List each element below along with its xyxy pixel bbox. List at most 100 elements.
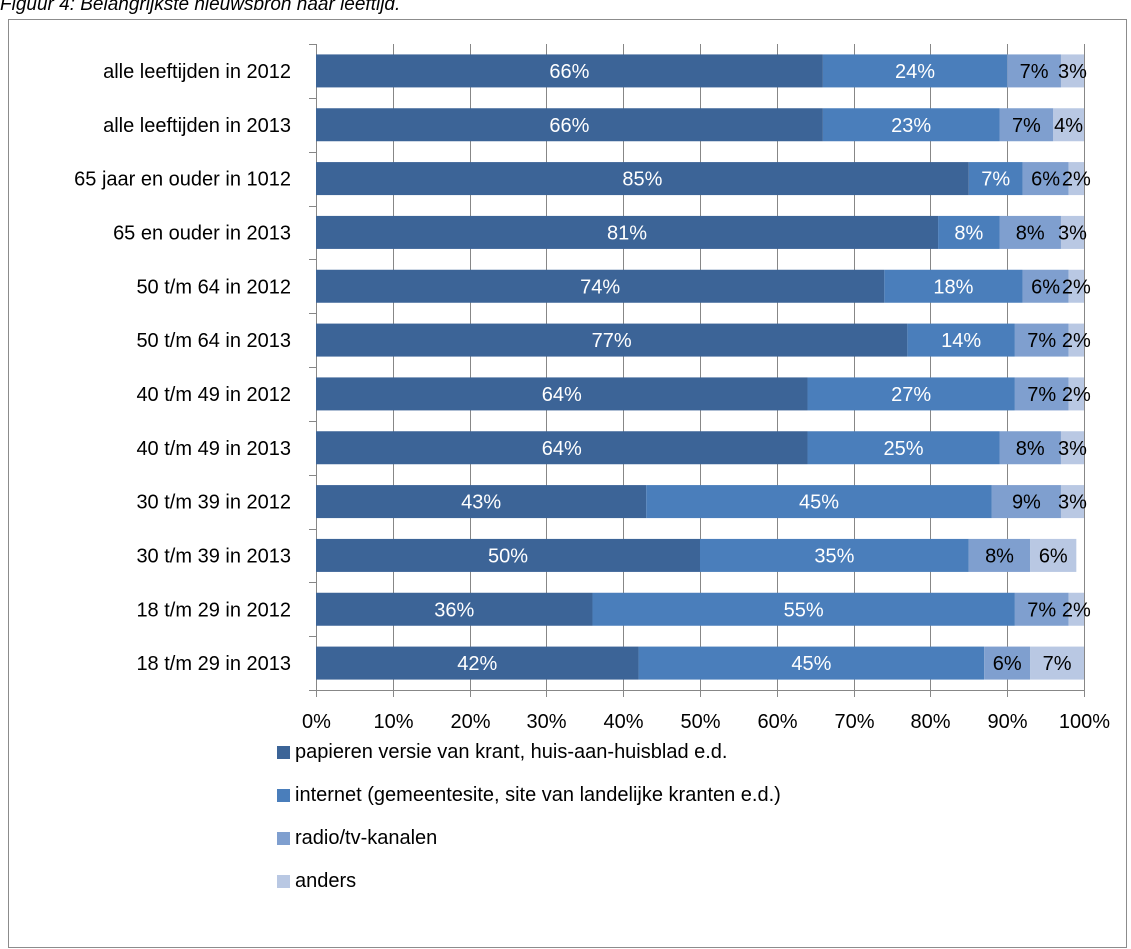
- bar-segment: [1060, 215, 1084, 249]
- x-tick-label: 20%: [450, 711, 490, 733]
- data-label: 8%: [1016, 438, 1045, 460]
- legend-swatch: [277, 788, 290, 802]
- legend-label: radio/tv-kanalen: [295, 826, 438, 849]
- bar-segment: [1007, 54, 1061, 88]
- legend-label: papieren versie van krant, huis-aan-huis…: [295, 740, 728, 763]
- data-label: 66%: [549, 61, 589, 83]
- bar-segment: [1068, 377, 1084, 411]
- legend-item: papieren versie van krant, huis-aan-huis…: [277, 740, 727, 764]
- chart-frame: 0% 10% 20% 30% 40% 50% 60% 70% 80% 90% 100% alle le…: [8, 19, 1127, 948]
- bar-segment: [999, 215, 1061, 249]
- x-tick-label: 40%: [603, 711, 643, 733]
- category-label: 30 t/m 39 in 2013: [136, 545, 291, 567]
- bar-segment: [316, 54, 823, 88]
- data-label: 23%: [891, 115, 931, 137]
- x-tick-label: 30%: [526, 711, 566, 733]
- data-label: 7%: [1027, 599, 1056, 621]
- data-label: 66%: [549, 115, 589, 137]
- data-label: 7%: [1020, 61, 1049, 83]
- bar-segment: [807, 431, 1000, 465]
- category-label: 30 t/m 39 in 2012: [136, 492, 291, 514]
- bar-segment: [316, 377, 808, 411]
- bar-segment: [1030, 538, 1077, 572]
- bar-segment: [1068, 162, 1084, 196]
- bar-segment: [1068, 269, 1084, 303]
- bar-segment: [938, 215, 1000, 249]
- data-label: 2%: [1062, 169, 1091, 191]
- data-label: 43%: [461, 492, 501, 514]
- data-label: 36%: [434, 599, 474, 621]
- x-tick-label: 80%: [910, 711, 950, 733]
- bar-segment: [1014, 592, 1069, 626]
- data-label: 7%: [1027, 330, 1056, 352]
- bar-segment: [1060, 54, 1084, 88]
- x-tick-label: 100%: [1059, 711, 1110, 733]
- bar-segment: [999, 431, 1061, 465]
- bar-segment: [1030, 646, 1084, 680]
- category-label: 65 jaar en ouder in 1012: [74, 169, 291, 191]
- data-label: 8%: [985, 545, 1014, 567]
- data-label: 3%: [1058, 492, 1087, 514]
- data-label: 24%: [895, 61, 935, 83]
- bar-segment: [999, 108, 1054, 142]
- data-label: 27%: [891, 384, 931, 406]
- bar-segment: [638, 646, 985, 680]
- bar-segment: [1068, 323, 1084, 357]
- bar-segment: [1022, 162, 1069, 196]
- bar-segment: [316, 538, 700, 572]
- x-tick-label: 0%: [302, 711, 331, 733]
- data-label: 50%: [488, 545, 528, 567]
- category-label: 18 t/m 29 in 2012: [136, 599, 291, 621]
- data-label: 45%: [799, 492, 839, 514]
- bar-segment: [884, 269, 1023, 303]
- data-label: 8%: [954, 222, 983, 244]
- data-label: 45%: [791, 653, 831, 675]
- legend-item: radio/tv-kanalen: [277, 826, 437, 850]
- bar-segment: [316, 592, 593, 626]
- x-tick-label: 60%: [757, 711, 797, 733]
- legend-swatch: [277, 745, 290, 759]
- data-label: 3%: [1058, 222, 1087, 244]
- data-label: 7%: [981, 169, 1010, 191]
- category-label: 65 en ouder in 2013: [113, 222, 291, 244]
- bar-segment: [316, 646, 639, 680]
- bar-segment: [1053, 108, 1084, 142]
- bar-segment: [968, 538, 1031, 572]
- data-label: 81%: [607, 222, 647, 244]
- data-label: 6%: [1031, 276, 1060, 298]
- data-label: 3%: [1058, 61, 1087, 83]
- data-label: 2%: [1062, 330, 1091, 352]
- bar-segment: [907, 323, 1015, 357]
- data-label: 64%: [542, 384, 582, 406]
- bar-segment: [316, 431, 808, 465]
- category-label: alle leeftijden in 2012: [103, 61, 291, 83]
- data-label: 14%: [941, 330, 981, 352]
- data-label: 2%: [1062, 276, 1091, 298]
- data-label: 6%: [1039, 545, 1068, 567]
- data-label: 85%: [622, 169, 662, 191]
- data-label: 55%: [784, 599, 824, 621]
- data-label: 4%: [1054, 115, 1083, 137]
- bar-segment: [991, 485, 1061, 519]
- data-label: 6%: [1031, 169, 1060, 191]
- category-label: alle leeftijden in 2013: [103, 115, 291, 137]
- bar-segment: [316, 162, 969, 196]
- bar-segment: [807, 377, 1015, 411]
- bar-segment: [700, 538, 969, 572]
- category-label: 18 t/m 29 in 2013: [136, 653, 291, 675]
- legend-swatch: [277, 874, 290, 888]
- x-tick-label: 90%: [987, 711, 1027, 733]
- bar-segment: [592, 592, 1015, 626]
- data-label: 8%: [1016, 222, 1045, 244]
- bar-segment: [984, 646, 1031, 680]
- data-label: 2%: [1062, 599, 1091, 621]
- data-label: 7%: [1043, 653, 1072, 675]
- data-label: 77%: [592, 330, 632, 352]
- x-tick-label: 50%: [680, 711, 720, 733]
- data-label: 74%: [580, 276, 620, 298]
- data-label: 64%: [542, 438, 582, 460]
- category-label: 50 t/m 64 in 2013: [136, 330, 291, 352]
- legend-label: internet (gemeentesite, site van landeli…: [295, 783, 781, 806]
- legend-swatch: [277, 831, 290, 845]
- bar-segment: [316, 269, 885, 303]
